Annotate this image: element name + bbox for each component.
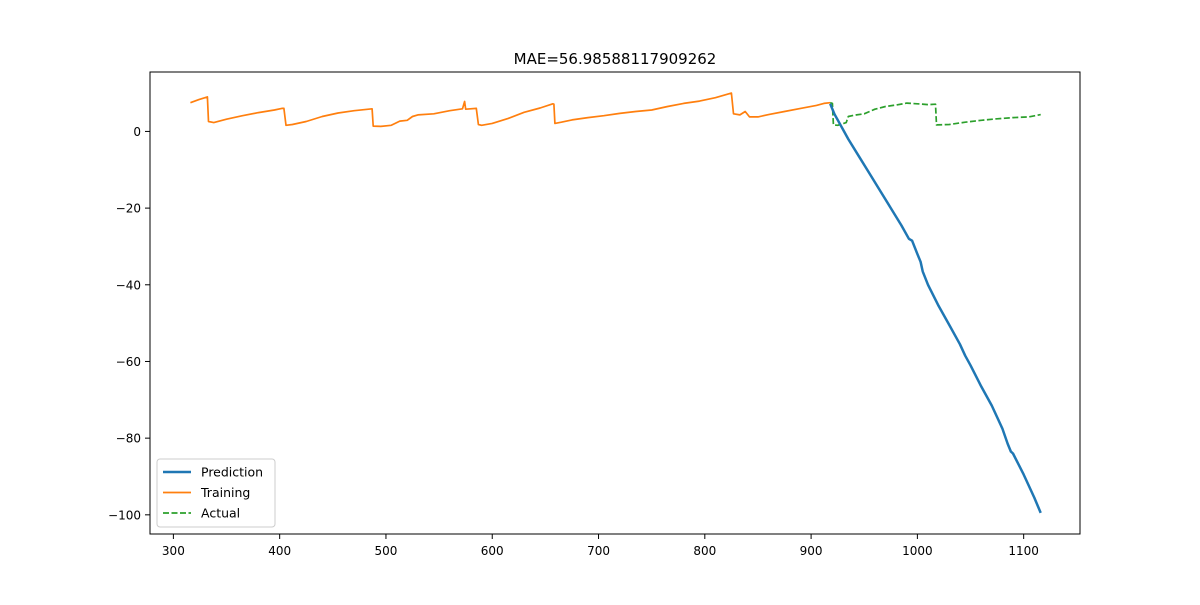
legend-label-training: Training [200,485,250,500]
y-tick-label--20: −20 [116,202,141,216]
plot-series [190,92,1042,514]
x-tick-label-1100: 1100 [1008,544,1039,558]
chart-title: MAE=56.98588117909262 [514,50,717,68]
plot-frame [149,71,1081,535]
y-axis: 0 −20 −40 −60 −80 −100 [108,125,150,522]
y-tick-label--100: −100 [108,508,141,522]
series-line-prediction [829,103,1042,514]
x-axis: 300 400 500 600 700 800 900 1000 1100 [162,534,1039,558]
x-tick-label-800: 800 [693,544,716,558]
y-tick-label-0: 0 [133,125,141,139]
y-tick-label--60: −60 [116,355,141,369]
x-tick-label-400: 400 [268,544,291,558]
series-line-actual [829,101,1041,127]
legend-label-actual: Actual [201,506,240,521]
x-tick-label-900: 900 [800,544,823,558]
y-tick-label--40: −40 [116,278,141,292]
x-tick-label-700: 700 [587,544,610,558]
legend-entries: Prediction Training Actual [163,465,263,521]
series-line-training [190,92,831,128]
x-tick-label-300: 300 [162,544,185,558]
legend-box [156,458,276,528]
x-tick-label-500: 500 [375,544,398,558]
x-tick-label-1000: 1000 [902,544,933,558]
legend-label-prediction: Prediction [201,465,263,480]
y-tick-label--80: −80 [116,432,141,446]
legend: Prediction Training Actual [156,458,276,528]
x-tick-label-600: 600 [481,544,504,558]
